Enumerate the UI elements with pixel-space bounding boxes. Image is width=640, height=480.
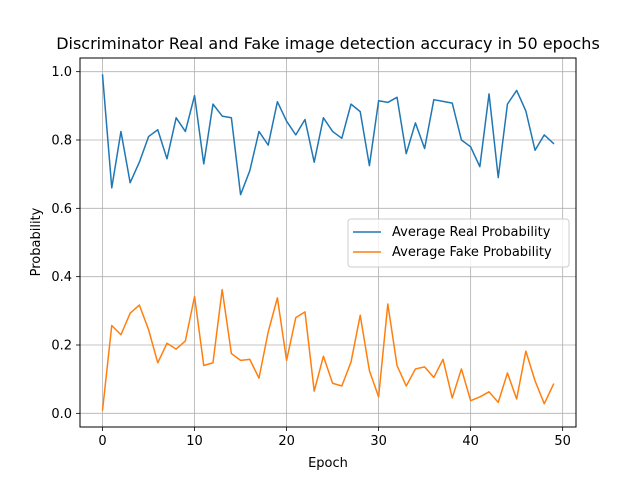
y-axis-label: Probability [29,207,44,276]
chart-title: Discriminator Real and Fake image detect… [56,34,600,53]
y-tick-label: 1.0 [51,65,72,80]
x-tick-label: 20 [278,434,295,449]
y-tick-label: 0.8 [51,134,72,149]
series-line-real [101,74,555,196]
x-tick-label: 0 [98,434,106,449]
legend-box [347,218,570,268]
plot-frame [79,57,577,428]
x-tick-label: 40 [462,434,479,449]
axis-ticks: 0 10 20 30 40 50 0.0 0.2 0.4 0.6 0.8 1.0 [51,65,571,449]
y-tick-label: 0.4 [51,270,72,285]
series-line-fake [101,288,555,411]
legend: Average Real Probability Average Fake Pr… [347,218,570,268]
x-tick-label: 50 [554,434,571,449]
series-lines [101,74,555,411]
y-tick-label: 0.6 [51,202,72,217]
y-tick-label: 0.2 [51,339,72,354]
x-tick-label: 10 [186,434,203,449]
y-tick-label: 0.0 [51,407,72,422]
x-axis-label: Epoch [308,456,348,471]
legend-label-real: Average Real Probability [392,225,551,240]
x-tick-label: 30 [370,434,387,449]
legend-label-fake: Average Fake Probability [392,245,552,260]
